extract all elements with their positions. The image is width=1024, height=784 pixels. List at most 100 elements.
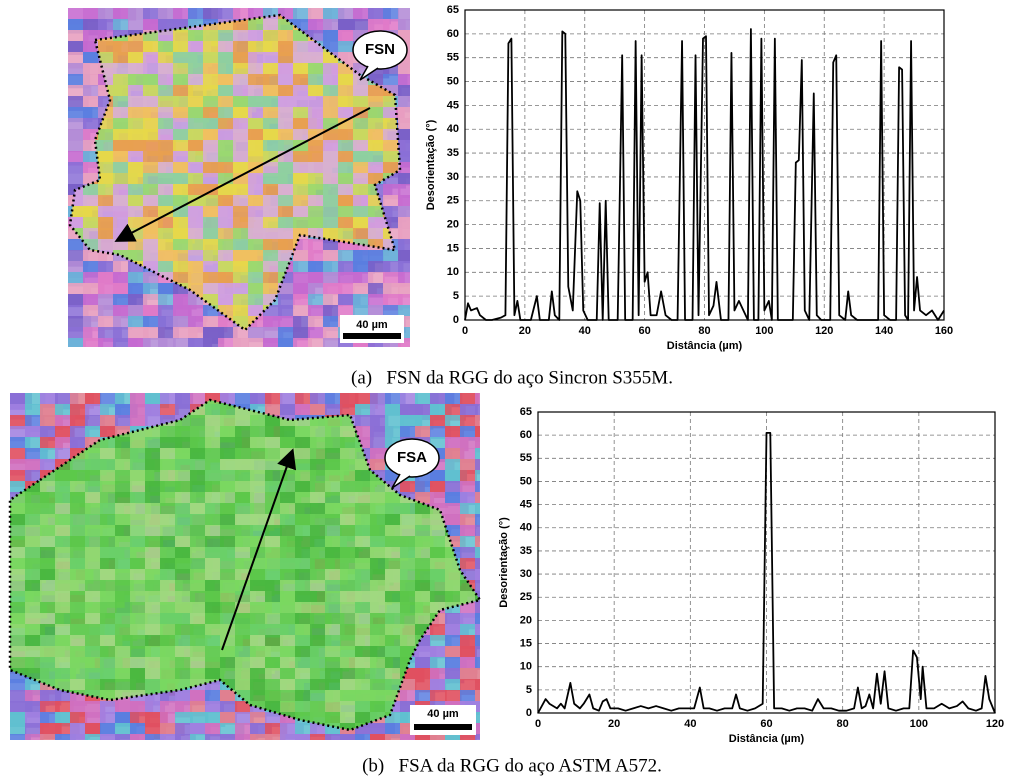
grain (295, 569, 317, 581)
grain (173, 305, 192, 319)
grain (398, 217, 410, 230)
grain (205, 624, 229, 636)
grain (113, 162, 131, 174)
grain (475, 404, 480, 421)
grain (68, 41, 88, 55)
grain (10, 646, 26, 660)
grain (310, 646, 328, 660)
grain (115, 437, 132, 449)
grain (115, 503, 136, 515)
grain (308, 338, 326, 347)
grain (293, 305, 312, 317)
grain (100, 646, 118, 659)
grain (70, 426, 90, 441)
grain (445, 646, 463, 659)
grain (173, 30, 195, 42)
grain (10, 624, 30, 637)
grain (113, 250, 129, 262)
grain (325, 580, 341, 594)
grain (278, 19, 298, 31)
grain (83, 52, 106, 64)
grain (10, 734, 31, 740)
caption: (b) FSA da RGG do aço ASTM A572. (362, 755, 662, 776)
grain (85, 723, 102, 737)
grain (218, 184, 237, 199)
grain (55, 514, 73, 528)
grain (55, 734, 76, 740)
grain (310, 580, 327, 592)
grain (85, 624, 105, 636)
grain (83, 107, 103, 120)
grain (415, 393, 439, 405)
x-tick-label: 60 (639, 325, 651, 337)
grain (70, 470, 90, 485)
grain (188, 338, 213, 347)
grain (70, 415, 88, 429)
bubble-label: FSA (397, 449, 427, 466)
y-tick-label: 0 (526, 707, 532, 719)
grain (220, 701, 238, 715)
ebsd-maps (10, 8, 480, 740)
grain (355, 426, 374, 441)
grain (475, 580, 480, 593)
grain (203, 217, 228, 229)
grain (235, 734, 256, 740)
grain (340, 646, 363, 658)
grain (235, 459, 255, 473)
grain (280, 613, 300, 625)
grain (220, 668, 242, 680)
grain (55, 613, 71, 626)
grain (325, 679, 344, 691)
grain (323, 338, 341, 347)
grain (475, 437, 480, 453)
grain (460, 393, 479, 406)
grain (10, 602, 30, 615)
grain (158, 30, 176, 43)
grain (250, 492, 269, 504)
grain (293, 272, 310, 286)
grain (308, 217, 324, 230)
grain (70, 437, 89, 451)
grain (218, 217, 240, 229)
grain (130, 547, 146, 560)
grain (323, 74, 342, 87)
grain (113, 129, 132, 144)
grain (383, 74, 408, 86)
grain (188, 261, 205, 273)
y-tick-label: 25 (447, 195, 459, 207)
grain (475, 459, 480, 475)
grain (233, 140, 256, 152)
grain (385, 503, 410, 515)
grain (128, 96, 147, 110)
grain (338, 85, 355, 97)
grain (280, 591, 297, 606)
grain (308, 140, 325, 154)
grain (475, 602, 480, 615)
grain (338, 294, 361, 306)
grain (85, 591, 102, 604)
y-tick-label: 55 (447, 52, 459, 64)
grain (280, 481, 300, 493)
grain (25, 426, 48, 438)
grain (190, 734, 211, 740)
arrow (221, 448, 297, 651)
grain (398, 250, 410, 264)
x-tick-label: 40 (684, 718, 696, 730)
grain (128, 41, 153, 53)
grain (188, 294, 205, 309)
grain (55, 525, 73, 539)
grain (10, 723, 27, 736)
grain (355, 569, 373, 583)
grain (338, 96, 358, 109)
grain (250, 624, 266, 638)
grain (415, 734, 437, 740)
grain (248, 8, 273, 20)
grain (368, 162, 391, 174)
grain (325, 668, 343, 683)
grain (415, 558, 435, 572)
grain (398, 129, 410, 144)
grain (175, 646, 193, 660)
x-tick-label: 100 (755, 325, 773, 337)
